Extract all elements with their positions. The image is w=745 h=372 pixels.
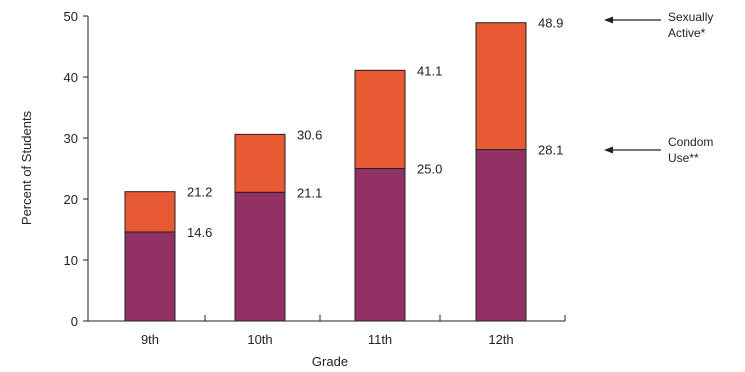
value-label-condom-use: 14.6 bbox=[187, 225, 212, 240]
value-label-condom-use: 28.1 bbox=[538, 143, 563, 158]
x-tick-label: 10th bbox=[247, 332, 272, 347]
condom-use-label-line1: Condom bbox=[668, 135, 713, 149]
sexually-active-arrow-head bbox=[604, 16, 613, 24]
bar-sexually-active bbox=[124, 191, 176, 233]
x-tick-labels: 9th 10th 11th 12th bbox=[141, 332, 514, 347]
sexually-active-label-line1: Sexually bbox=[668, 10, 713, 24]
value-label-sexually-active: 41.1 bbox=[417, 63, 442, 78]
annotation-condom-use: Condom Use** bbox=[604, 135, 713, 165]
y-tick-label: 50 bbox=[64, 9, 78, 24]
x-axis-title: Grade bbox=[312, 354, 348, 369]
y-tick-label: 30 bbox=[64, 131, 78, 146]
y-tick-label: 20 bbox=[64, 192, 78, 207]
y-tick-labels: 0 10 20 30 40 50 bbox=[64, 9, 78, 329]
annotation-sexually-active: Sexually Active* bbox=[604, 10, 713, 40]
condom-use-label-line2: Use** bbox=[668, 151, 699, 165]
y-tick-label: 10 bbox=[64, 253, 78, 268]
x-tick-label: 12th bbox=[488, 332, 513, 347]
value-label-condom-use: 25.0 bbox=[417, 162, 442, 177]
bars bbox=[124, 22, 527, 322]
y-axis-title: Percent of Students bbox=[19, 110, 34, 225]
bar-condom-use bbox=[354, 168, 406, 322]
sexually-active-label-line2: Active* bbox=[668, 26, 706, 40]
y-tick-label: 0 bbox=[71, 314, 78, 329]
bar-sexually-active bbox=[475, 22, 527, 151]
bar-condom-use bbox=[124, 231, 176, 322]
bar-sexually-active bbox=[234, 133, 286, 193]
bar-sexually-active bbox=[354, 69, 406, 169]
value-labels: 21.2 14.6 30.6 21.1 41.1 25.0 48.9 28.1 bbox=[187, 16, 563, 240]
x-tick-label: 9th bbox=[141, 332, 159, 347]
y-tick-label: 40 bbox=[64, 70, 78, 85]
bar-condom-use bbox=[234, 191, 286, 322]
value-label-sexually-active: 30.6 bbox=[297, 127, 322, 142]
x-tick-label: 11th bbox=[368, 332, 392, 347]
bar-condom-use bbox=[475, 149, 527, 322]
value-label-condom-use: 21.1 bbox=[297, 185, 322, 200]
condom-use-arrow-head bbox=[604, 146, 613, 154]
value-label-sexually-active: 48.9 bbox=[538, 16, 563, 31]
value-label-sexually-active: 21.2 bbox=[187, 185, 212, 200]
y-axis bbox=[83, 15, 89, 322]
